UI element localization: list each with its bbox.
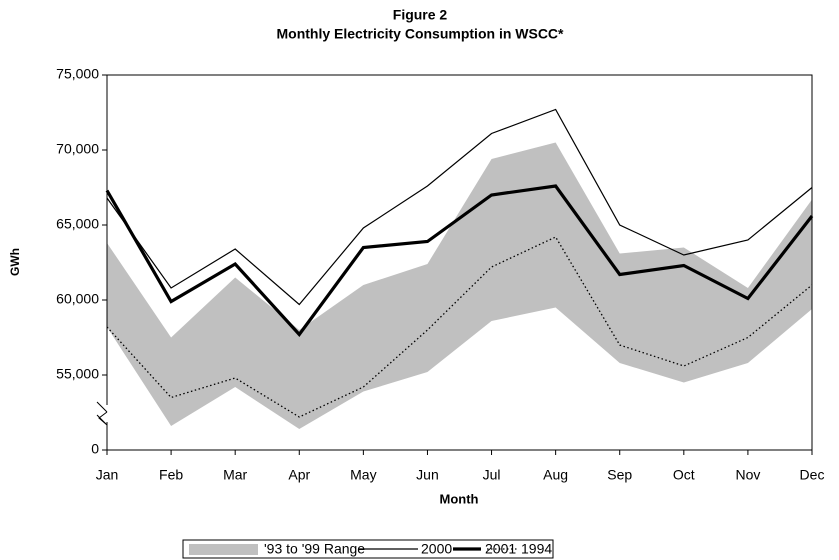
x-tick-label: Mar: [223, 467, 247, 483]
y-tick-label: 75,000: [56, 66, 99, 82]
x-tick-label: Dec: [800, 467, 825, 483]
plot-frame: [106, 74, 813, 451]
x-tick-label: Jan: [96, 467, 119, 483]
axis-break-gap: [103, 405, 111, 422]
x-axis-label: Month: [440, 491, 479, 506]
x-tick-label: Aug: [543, 467, 568, 483]
chart-title: Figure 2: [393, 7, 448, 23]
axis-break: [96, 401, 108, 426]
x-tick-label: Oct: [673, 467, 695, 483]
x-tick-label: Jun: [416, 467, 439, 483]
y-tick-label: 55,000: [56, 366, 99, 382]
y-tick-label: 0: [91, 441, 99, 457]
y-tick-label: 60,000: [56, 291, 99, 307]
y-tick-label: 70,000: [56, 141, 99, 157]
x-tick-label: Nov: [735, 467, 760, 483]
x-tick-label: Feb: [159, 467, 183, 483]
y-tick-label: 65,000: [56, 216, 99, 232]
legend-label: 2001: [485, 541, 516, 557]
y-axis-label: GWh: [8, 248, 22, 276]
legend-label: '93 to '99 Range: [264, 541, 365, 557]
series-line: [105, 184, 814, 338]
legend-swatch: [189, 544, 258, 555]
x-tick-label: Apr: [288, 467, 310, 483]
legend-label: 1994: [521, 541, 552, 557]
range-area: [107, 142, 812, 429]
legend-label: 2000: [421, 541, 452, 557]
x-tick-label: Sep: [607, 467, 632, 483]
x-tick-label: May: [350, 467, 376, 483]
chart-subtitle: Monthly Electricity Consumption in WSCC*: [276, 26, 564, 42]
x-tick-label: Jul: [483, 467, 501, 483]
series-line: [106, 108, 813, 306]
